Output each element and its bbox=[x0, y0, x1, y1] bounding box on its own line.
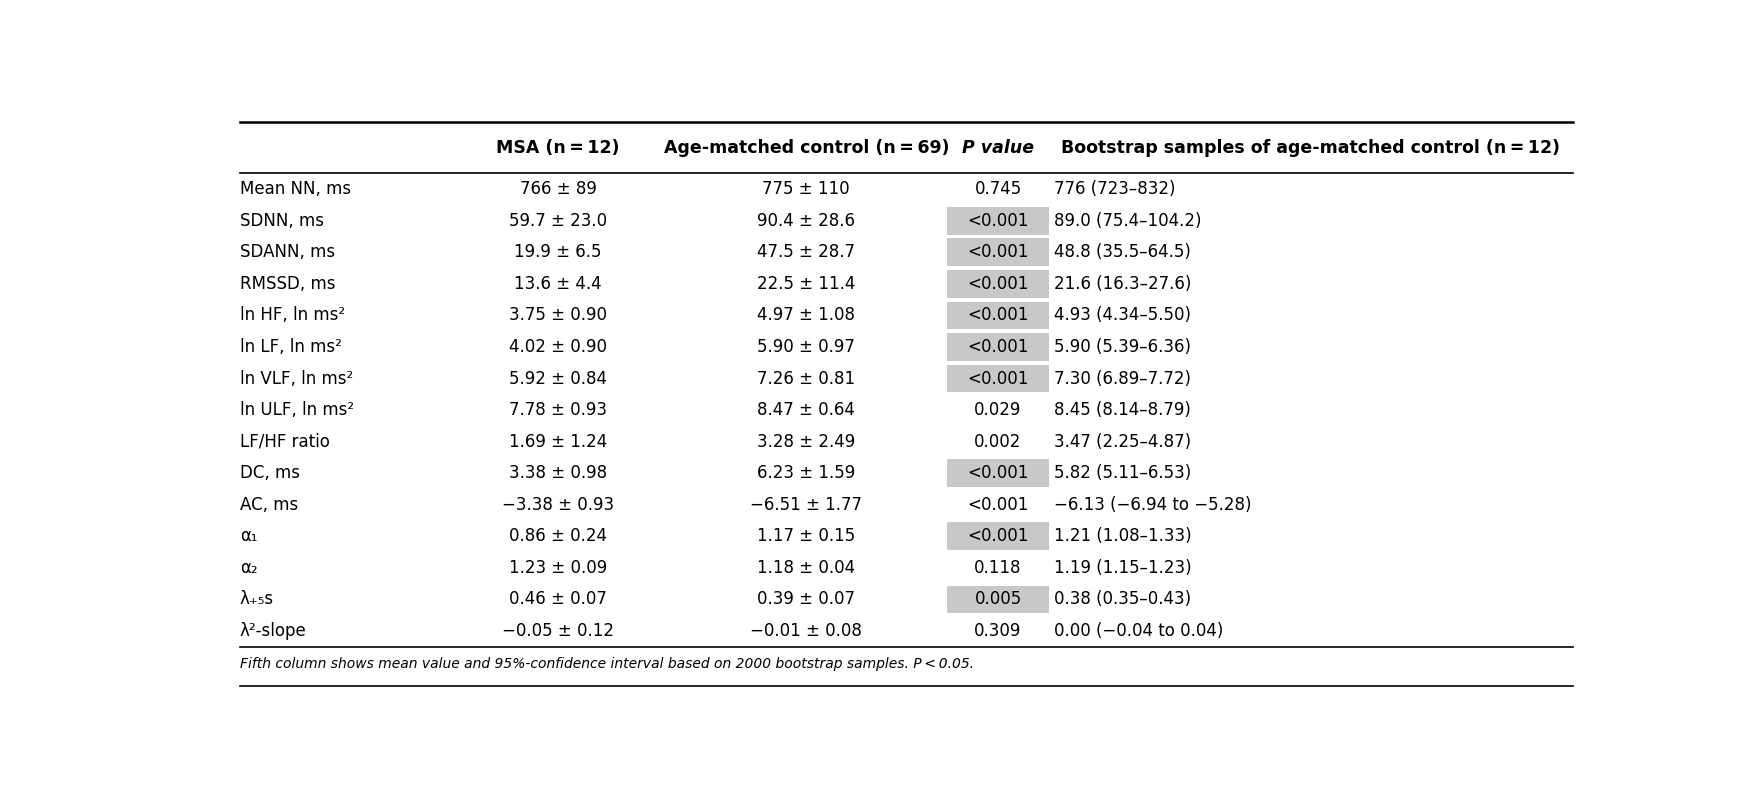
Text: 90.4 ± 28.6: 90.4 ± 28.6 bbox=[756, 212, 855, 230]
Text: 8.45 (8.14–8.79): 8.45 (8.14–8.79) bbox=[1055, 401, 1192, 419]
Text: 1.19 (1.15–1.23): 1.19 (1.15–1.23) bbox=[1055, 559, 1192, 577]
Text: 0.002: 0.002 bbox=[974, 433, 1021, 451]
Text: −0.01 ± 0.08: −0.01 ± 0.08 bbox=[751, 622, 862, 640]
Text: 59.7 ± 23.0: 59.7 ± 23.0 bbox=[509, 212, 607, 230]
Text: 766 ± 89: 766 ± 89 bbox=[519, 180, 597, 199]
Text: 0.46 ± 0.07: 0.46 ± 0.07 bbox=[509, 590, 607, 608]
Bar bbox=[948, 459, 1049, 487]
Text: −3.38 ± 0.93: −3.38 ± 0.93 bbox=[502, 496, 614, 514]
Text: 4.93 (4.34–5.50): 4.93 (4.34–5.50) bbox=[1055, 307, 1192, 325]
Text: 21.6 (16.3–27.6): 21.6 (16.3–27.6) bbox=[1055, 275, 1192, 293]
Text: 6.23 ± 1.59: 6.23 ± 1.59 bbox=[756, 464, 855, 482]
Text: SDANN, ms: SDANN, ms bbox=[240, 243, 335, 262]
Text: 0.118: 0.118 bbox=[974, 559, 1021, 577]
Bar bbox=[948, 333, 1049, 361]
Text: 5.92 ± 0.84: 5.92 ± 0.84 bbox=[509, 370, 607, 388]
Text: <0.001: <0.001 bbox=[967, 370, 1028, 388]
Text: 1.23 ± 0.09: 1.23 ± 0.09 bbox=[509, 559, 607, 577]
Text: <0.001: <0.001 bbox=[967, 307, 1028, 325]
Bar bbox=[948, 522, 1049, 550]
Text: λ²-slope: λ²-slope bbox=[240, 622, 307, 640]
Text: <0.001: <0.001 bbox=[967, 527, 1028, 545]
Text: 3.47 (2.25–4.87): 3.47 (2.25–4.87) bbox=[1055, 433, 1192, 451]
Text: 776 (723–832): 776 (723–832) bbox=[1055, 180, 1176, 199]
Text: ln LF, ln ms²: ln LF, ln ms² bbox=[240, 338, 342, 356]
Text: 1.69 ± 1.24: 1.69 ± 1.24 bbox=[509, 433, 607, 451]
Text: α₂: α₂ bbox=[240, 559, 258, 577]
Text: ln ULF, ln ms²: ln ULF, ln ms² bbox=[240, 401, 355, 419]
Text: 0.00 (−0.04 to 0.04): 0.00 (−0.04 to 0.04) bbox=[1055, 622, 1223, 640]
Text: ln VLF, ln ms²: ln VLF, ln ms² bbox=[240, 370, 353, 388]
Text: 89.0 (75.4–104.2): 89.0 (75.4–104.2) bbox=[1055, 212, 1202, 230]
Text: RMSSD, ms: RMSSD, ms bbox=[240, 275, 335, 293]
Text: ln HF, ln ms²: ln HF, ln ms² bbox=[240, 307, 346, 325]
Text: 0.309: 0.309 bbox=[974, 622, 1021, 640]
Text: <0.001: <0.001 bbox=[967, 275, 1028, 293]
Text: 0.745: 0.745 bbox=[974, 180, 1021, 199]
Text: −0.05 ± 0.12: −0.05 ± 0.12 bbox=[502, 622, 614, 640]
Text: 48.8 (35.5–64.5): 48.8 (35.5–64.5) bbox=[1055, 243, 1192, 262]
Text: LF/HF ratio: LF/HF ratio bbox=[240, 433, 330, 451]
Text: 7.30 (6.89–7.72): 7.30 (6.89–7.72) bbox=[1055, 370, 1192, 388]
Text: −6.13 (−6.94 to −5.28): −6.13 (−6.94 to −5.28) bbox=[1055, 496, 1251, 514]
Bar bbox=[948, 585, 1049, 613]
Text: <0.001: <0.001 bbox=[967, 243, 1028, 262]
Text: 19.9 ± 6.5: 19.9 ± 6.5 bbox=[514, 243, 602, 262]
Text: <0.001: <0.001 bbox=[967, 212, 1028, 230]
Text: 13.6 ± 4.4: 13.6 ± 4.4 bbox=[514, 275, 602, 293]
Text: AC, ms: AC, ms bbox=[240, 496, 298, 514]
Text: 1.18 ± 0.04: 1.18 ± 0.04 bbox=[756, 559, 855, 577]
Text: P value: P value bbox=[962, 139, 1034, 157]
Text: Fifth column shows mean value and 95%-confidence interval based on 2000 bootstra: Fifth column shows mean value and 95%-co… bbox=[240, 656, 974, 671]
Text: 0.39 ± 0.07: 0.39 ± 0.07 bbox=[756, 590, 855, 608]
Text: 3.75 ± 0.90: 3.75 ± 0.90 bbox=[509, 307, 607, 325]
Text: MSA (n = 12): MSA (n = 12) bbox=[497, 139, 620, 157]
Text: 3.28 ± 2.49: 3.28 ± 2.49 bbox=[756, 433, 855, 451]
Text: <0.001: <0.001 bbox=[967, 464, 1028, 482]
Text: 22.5 ± 11.4: 22.5 ± 11.4 bbox=[756, 275, 855, 293]
Text: α₁: α₁ bbox=[240, 527, 258, 545]
Text: 7.78 ± 0.93: 7.78 ± 0.93 bbox=[509, 401, 607, 419]
Text: Mean NN, ms: Mean NN, ms bbox=[240, 180, 351, 199]
Text: λ₊₅s: λ₊₅s bbox=[240, 590, 274, 608]
Text: 1.21 (1.08–1.33): 1.21 (1.08–1.33) bbox=[1055, 527, 1192, 545]
Text: <0.001: <0.001 bbox=[967, 338, 1028, 356]
Text: 5.82 (5.11–6.53): 5.82 (5.11–6.53) bbox=[1055, 464, 1192, 482]
Text: 3.38 ± 0.98: 3.38 ± 0.98 bbox=[509, 464, 607, 482]
Text: 4.97 ± 1.08: 4.97 ± 1.08 bbox=[756, 307, 855, 325]
Text: SDNN, ms: SDNN, ms bbox=[240, 212, 323, 230]
Text: 0.86 ± 0.24: 0.86 ± 0.24 bbox=[509, 527, 607, 545]
Text: 5.90 ± 0.97: 5.90 ± 0.97 bbox=[758, 338, 855, 356]
Text: DC, ms: DC, ms bbox=[240, 464, 300, 482]
Bar bbox=[948, 239, 1049, 266]
Text: −6.51 ± 1.77: −6.51 ± 1.77 bbox=[751, 496, 862, 514]
Text: Bootstrap samples of age-matched control (n = 12): Bootstrap samples of age-matched control… bbox=[1062, 139, 1560, 157]
Bar bbox=[948, 365, 1049, 392]
Text: 775 ± 110: 775 ± 110 bbox=[762, 180, 849, 199]
Text: 7.26 ± 0.81: 7.26 ± 0.81 bbox=[756, 370, 855, 388]
Text: 0.38 (0.35–0.43): 0.38 (0.35–0.43) bbox=[1055, 590, 1192, 608]
Text: 0.029: 0.029 bbox=[974, 401, 1021, 419]
Text: 0.005: 0.005 bbox=[974, 590, 1021, 608]
Text: 4.02 ± 0.90: 4.02 ± 0.90 bbox=[509, 338, 607, 356]
Bar bbox=[948, 270, 1049, 298]
Text: <0.001: <0.001 bbox=[967, 496, 1028, 514]
Bar bbox=[948, 302, 1049, 329]
Text: 1.17 ± 0.15: 1.17 ± 0.15 bbox=[756, 527, 855, 545]
Bar bbox=[948, 207, 1049, 235]
Text: 8.47 ± 0.64: 8.47 ± 0.64 bbox=[758, 401, 855, 419]
Text: 5.90 (5.39–6.36): 5.90 (5.39–6.36) bbox=[1055, 338, 1192, 356]
Text: 47.5 ± 28.7: 47.5 ± 28.7 bbox=[756, 243, 855, 262]
Text: Age-matched control (n = 69): Age-matched control (n = 69) bbox=[663, 139, 949, 157]
